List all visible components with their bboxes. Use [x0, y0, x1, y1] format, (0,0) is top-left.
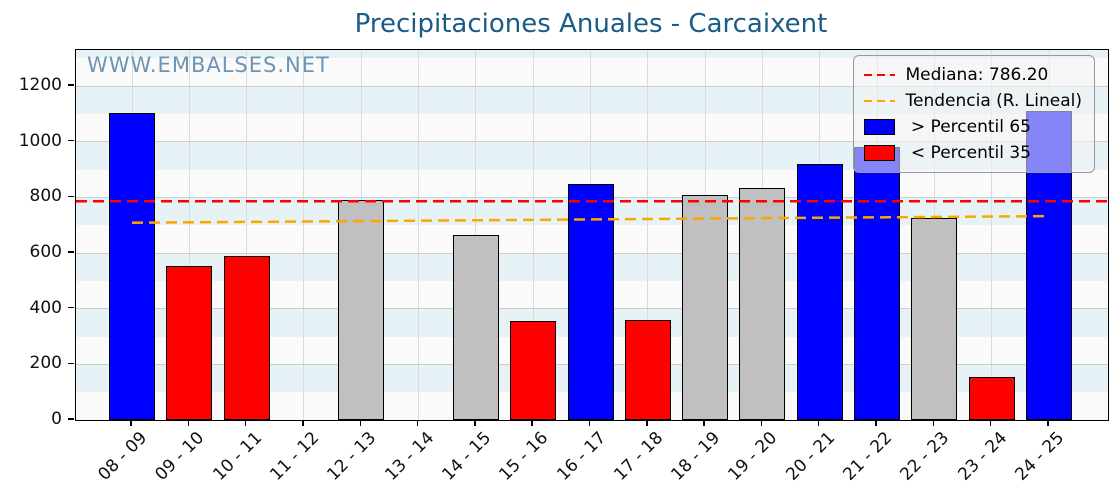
y-tick-mark-200	[68, 362, 74, 365]
bar-17-18	[624, 319, 671, 420]
x-tick-mark-1	[187, 420, 189, 426]
bar-08-09	[109, 112, 155, 420]
x-tick-label-2: 10 - 11	[209, 428, 266, 485]
x-tick-mark-6	[474, 420, 476, 426]
vgrid-15	[991, 50, 993, 420]
chart-title: Precipitaciones Anuales - Carcaixent	[354, 9, 828, 39]
x-tick-mark-8	[588, 420, 591, 426]
x-tick-label-15: 23 - 24	[954, 428, 1011, 485]
bar-19-20	[739, 187, 786, 420]
vgrid-1	[188, 50, 190, 420]
y-tick-label-800: 800	[29, 186, 62, 207]
y-tick-label-400: 400	[29, 297, 62, 318]
x-tick-label-8: 16 - 17	[552, 428, 610, 485]
legend-item-label: < Percentil 35	[905, 143, 1031, 163]
bar-10-11	[223, 255, 270, 420]
legend-dashed-line-sample	[863, 73, 895, 77]
x-tick-mark-11	[760, 420, 763, 426]
legend-patch-sample	[863, 119, 895, 135]
vgrid-2	[246, 50, 248, 420]
bar-16-17	[567, 183, 614, 420]
vgrid-7	[532, 50, 534, 420]
legend-dashed-line-sample	[863, 99, 895, 103]
y-tick-label-0: 0	[51, 409, 62, 429]
x-tick-mark-15	[989, 420, 992, 426]
y-tick-mark-400	[68, 307, 74, 309]
trend-line	[131, 214, 1050, 225]
x-tick-mark-10	[703, 420, 705, 426]
x-tick-label-12: 20 - 21	[782, 428, 839, 485]
y-tick-mark-0	[68, 418, 74, 420]
x-tick-label-0: 08 - 09	[94, 428, 152, 485]
legend-item-label: > Percentil 65	[905, 117, 1031, 137]
hgrid-1200	[76, 85, 1108, 87]
y-tick-mark-600	[68, 251, 74, 253]
x-tick-label-11: 19 - 20	[724, 428, 782, 485]
bar-09-10	[166, 265, 213, 420]
y-tick-label-600: 600	[29, 242, 62, 263]
legend-item-label: Tendencia (R. Lineal)	[905, 91, 1083, 111]
legend-item-2: > Percentil 65	[863, 114, 1083, 140]
bar-18-19	[682, 194, 729, 420]
x-tick-label-13: 21 - 22	[839, 428, 897, 485]
watermark: WWW.EMBALSES.NET	[87, 53, 330, 77]
reference-lines	[76, 200, 1108, 225]
legend-item-0: Mediana: 786.20	[863, 62, 1083, 88]
x-tick-mark-14	[932, 420, 935, 426]
vgrid-3	[303, 50, 305, 420]
x-tick-mark-0	[130, 420, 132, 426]
x-tick-label-10: 18 - 19	[667, 428, 725, 485]
x-tick-label-7: 15 - 16	[495, 428, 553, 485]
x-tick-label-3: 11 - 12	[266, 428, 324, 485]
x-tick-mark-16	[1047, 420, 1049, 426]
y-tick-mark-800	[68, 195, 74, 198]
x-tick-mark-12	[818, 420, 820, 426]
x-tick-label-1: 09 - 10	[151, 428, 209, 485]
vgrid-5	[418, 50, 420, 420]
x-tick-mark-7	[531, 420, 533, 426]
band-1300	[76, 50, 1108, 59]
legend-item-1: Tendencia (R. Lineal)	[863, 88, 1083, 114]
y-tick-mark-1200	[68, 84, 74, 86]
bar-21-22	[854, 147, 901, 420]
x-tick-label-5: 13 - 14	[380, 428, 438, 485]
bar-22-23	[911, 218, 958, 420]
y-tick-label-200: 200	[29, 353, 62, 374]
y-tick-mark-1000	[68, 140, 74, 142]
y-tick-label-1200: 1200	[18, 75, 62, 96]
bar-20-21	[796, 164, 843, 420]
vgrid-9	[647, 50, 649, 420]
bar-23-24	[968, 376, 1015, 420]
bar-12-13	[338, 200, 385, 420]
x-tick-label-9: 17 - 18	[610, 428, 667, 485]
legend-patch-sample	[863, 145, 895, 161]
x-tick-mark-3	[302, 420, 304, 426]
x-tick-mark-4	[359, 420, 361, 426]
x-tick-label-4: 12 - 13	[323, 428, 381, 485]
y-tick-label-1000: 1000	[18, 130, 62, 151]
x-tick-label-16: 24 - 25	[1011, 428, 1069, 485]
bar-14-15	[452, 235, 499, 420]
x-tick-label-14: 22 - 23	[896, 428, 954, 485]
x-tick-mark-5	[416, 420, 419, 426]
legend: Mediana: 786.20 Tendencia (R. Lineal) > P…	[852, 55, 1095, 173]
x-tick-mark-9	[646, 420, 648, 426]
legend-item-label: Mediana: 786.20	[905, 65, 1049, 85]
legend-item-3: < Percentil 35	[863, 140, 1083, 166]
x-tick-mark-13	[875, 420, 877, 426]
hgrid-1000	[76, 141, 1108, 143]
x-tick-label-6: 14 - 15	[438, 428, 496, 485]
bar-15-16	[510, 321, 557, 420]
x-tick-mark-2	[244, 420, 247, 426]
